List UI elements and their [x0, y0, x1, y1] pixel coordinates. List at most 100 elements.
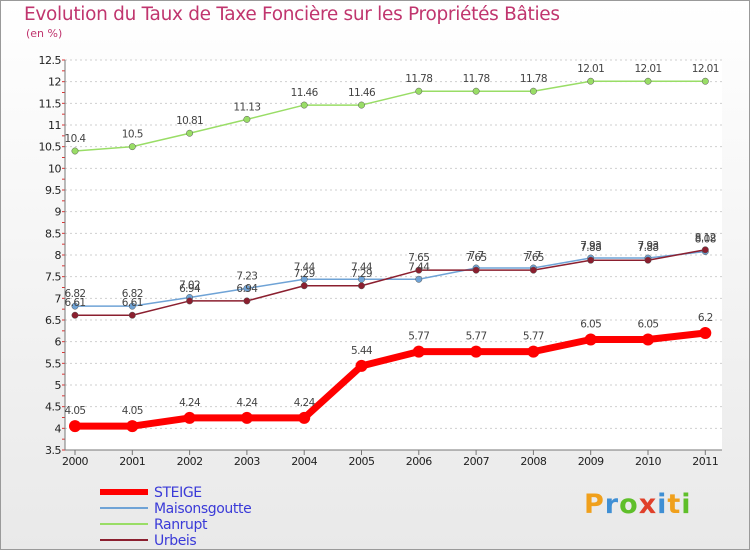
- y-tick-label: 11.5: [39, 97, 62, 110]
- data-label: 6.94: [179, 283, 201, 295]
- data-point: [355, 359, 368, 372]
- x-tick-label: 2004: [291, 455, 317, 468]
- data-label: 10.81: [176, 115, 203, 127]
- data-label: 7.93: [638, 240, 659, 252]
- data-label: 6.05: [580, 319, 601, 331]
- data-label: 5.44: [351, 345, 373, 357]
- data-label: 5.77: [523, 331, 544, 343]
- data-point: [240, 411, 253, 424]
- legend-label-maisonsgoutte: Maisonsgoutte: [154, 501, 251, 517]
- data-point: [183, 411, 196, 424]
- data-label: 6.82: [65, 288, 86, 300]
- data-point: [412, 345, 425, 358]
- y-tick-label: 6.5: [45, 314, 61, 327]
- logo-letter: r: [604, 489, 620, 520]
- data-label: 5.77: [408, 331, 429, 343]
- data-label: 7.88: [638, 242, 659, 254]
- data-label: 12.01: [692, 63, 719, 75]
- data-point: [186, 297, 194, 305]
- y-tick-label: 8: [55, 249, 62, 262]
- data-point: [587, 77, 595, 85]
- data-point: [69, 420, 81, 433]
- data-point: [186, 129, 194, 137]
- series-line-maisonsgoutte: [75, 250, 706, 307]
- data-label: 11.46: [291, 87, 319, 99]
- legend-label-steige: STEIGE: [154, 485, 202, 501]
- logo-letter: x: [638, 489, 658, 520]
- data-label: 4.05: [122, 405, 143, 417]
- data-point: [642, 333, 654, 346]
- y-tick-label: 9.5: [45, 184, 61, 197]
- data-point: [71, 147, 79, 155]
- data-label: 8.08: [695, 234, 716, 246]
- data-point: [415, 87, 423, 95]
- data-point: [358, 101, 365, 109]
- data-label: 10.5: [122, 129, 143, 141]
- data-label: 6.61: [65, 297, 86, 309]
- data-point: [644, 256, 652, 264]
- data-point: [128, 143, 136, 151]
- logo-letter: i: [657, 489, 668, 520]
- chart-title: Evolution du Taux de Taxe Foncière sur l…: [24, 4, 560, 25]
- data-point: [358, 282, 365, 290]
- data-label: 7.65: [523, 252, 544, 264]
- data-label: 6.82: [122, 288, 143, 300]
- y-tick-label: 11: [48, 119, 61, 132]
- x-tick-label: 2003: [234, 455, 260, 468]
- data-point: [701, 77, 709, 85]
- data-point: [415, 275, 423, 283]
- data-point: [243, 297, 251, 305]
- data-point: [701, 246, 709, 254]
- x-tick-label: 2000: [62, 455, 88, 468]
- data-label: 7.44: [294, 261, 316, 273]
- x-tick-label: 2005: [349, 455, 375, 468]
- data-label: 7.65: [466, 252, 487, 264]
- data-point: [300, 101, 308, 109]
- y-tick-label: 9: [55, 206, 62, 219]
- data-label: 4.24: [294, 397, 316, 409]
- data-label: 12.01: [577, 63, 604, 75]
- data-label: 7.23: [236, 270, 257, 282]
- x-tick-label: 2001: [119, 455, 145, 468]
- logo-letter: o: [619, 489, 639, 520]
- x-tick-label: 2007: [463, 455, 489, 468]
- x-tick-label: 2008: [520, 455, 546, 468]
- data-label: 4.05: [65, 405, 86, 417]
- x-tick-label: 2011: [692, 455, 718, 468]
- data-point: [529, 87, 537, 95]
- data-label: 8.12: [695, 232, 716, 244]
- data-label: 10.4: [65, 133, 87, 145]
- data-label: 6.05: [638, 319, 659, 331]
- data-point: [644, 77, 652, 85]
- data-label: 7.44: [351, 261, 373, 273]
- plot-area: [65, 60, 722, 450]
- data-point: [527, 345, 540, 358]
- y-tick-label: 10.5: [39, 141, 62, 154]
- data-label: 7.7: [526, 250, 541, 262]
- data-label: 7.7: [469, 250, 484, 262]
- series-line-ranrupt: [74, 80, 706, 152]
- data-label: 11.13: [233, 101, 260, 113]
- data-point: [699, 327, 712, 339]
- y-tick-label: 4: [55, 422, 62, 435]
- data-point: [71, 302, 79, 310]
- data-label: 5.77: [466, 331, 487, 343]
- data-point: [128, 311, 136, 319]
- series-line-urbeis: [75, 249, 706, 316]
- data-label: 7.65: [408, 252, 429, 264]
- logo-letter: t: [667, 489, 682, 520]
- y-tick-label: 6: [55, 336, 62, 349]
- data-label: 11.78: [520, 73, 547, 85]
- y-tick-label: 3.5: [45, 444, 61, 457]
- data-label: 7.44: [408, 261, 430, 273]
- data-label: 11.78: [463, 73, 490, 85]
- data-label: 11.46: [348, 87, 376, 99]
- series-line-steige: [75, 329, 706, 430]
- y-tick-label: 7.5: [45, 271, 61, 284]
- data-label: 4.24: [236, 397, 258, 409]
- data-point: [298, 411, 311, 424]
- data-point: [415, 266, 423, 274]
- x-tick-label: 2010: [635, 455, 661, 468]
- data-point: [126, 420, 139, 433]
